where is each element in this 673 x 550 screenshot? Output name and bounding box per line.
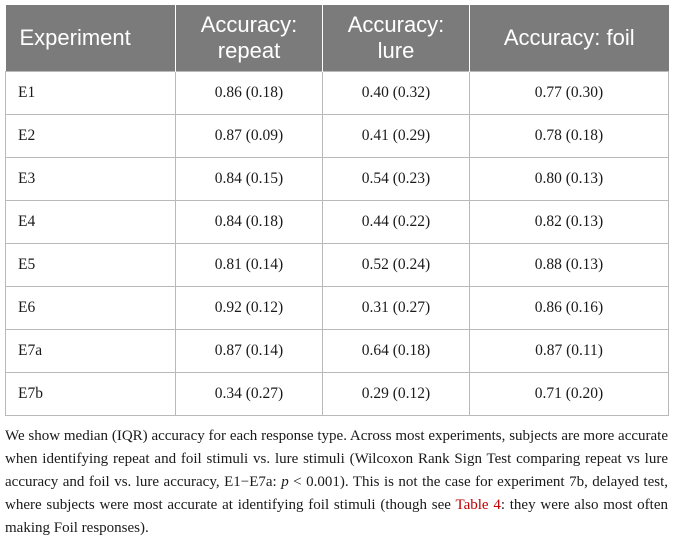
header-experiment: Experiment — [5, 5, 176, 72]
cell-foil: 0.82 (0.13) — [469, 200, 669, 244]
cell-experiment: E7b — [5, 372, 176, 416]
cell-lure: 0.29 (0.12) — [322, 372, 470, 416]
cell-repeat: 0.81 (0.14) — [175, 243, 323, 287]
cell-foil: 0.87 (0.11) — [469, 329, 669, 373]
header-accuracy-foil: Accuracy: foil — [469, 5, 669, 72]
cell-lure: 0.54 (0.23) — [322, 157, 470, 201]
header-accuracy-lure: Accuracy: lure — [322, 5, 470, 72]
cell-foil: 0.78 (0.18) — [469, 114, 669, 158]
table-row: E7b 0.34 (0.27) 0.29 (0.12) 0.71 (0.20) — [5, 372, 669, 416]
cell-foil: 0.88 (0.13) — [469, 243, 669, 287]
cell-lure: 0.52 (0.24) — [322, 243, 470, 287]
cell-repeat: 0.34 (0.27) — [175, 372, 323, 416]
cell-repeat: 0.84 (0.18) — [175, 200, 323, 244]
accuracy-table: Experiment Accuracy: repeat Accuracy: lure… — [5, 5, 669, 416]
cell-foil: 0.86 (0.16) — [469, 286, 669, 330]
footnote-text: We show median (IQR) accuracy for each r… — [5, 428, 668, 490]
table-header-row: Experiment Accuracy: repeat Accuracy: lure… — [5, 5, 669, 72]
cell-experiment: E1 — [5, 71, 176, 115]
table-row: E2 0.87 (0.09) 0.41 (0.29) 0.78 (0.18) — [5, 114, 669, 158]
cell-repeat: 0.92 (0.12) — [175, 286, 323, 330]
cell-repeat: 0.87 (0.14) — [175, 329, 323, 373]
table-row: E7a 0.87 (0.14) 0.64 (0.18) 0.87 (0.11) — [5, 329, 669, 373]
cell-foil: 0.80 (0.13) — [469, 157, 669, 201]
table-row: E5 0.81 (0.14) 0.52 (0.24) 0.88 (0.13) — [5, 243, 669, 287]
cell-lure: 0.44 (0.22) — [322, 200, 470, 244]
cell-experiment: E5 — [5, 243, 176, 287]
table-row: E6 0.92 (0.12) 0.31 (0.27) 0.86 (0.16) — [5, 286, 669, 330]
cell-lure: 0.40 (0.32) — [322, 71, 470, 115]
cell-lure: 0.64 (0.18) — [322, 329, 470, 373]
header-accuracy-repeat: Accuracy: repeat — [175, 5, 323, 72]
table-footnote: We show median (IQR) accuracy for each r… — [5, 425, 668, 540]
cell-experiment: E3 — [5, 157, 176, 201]
table-row: E4 0.84 (0.18) 0.44 (0.22) 0.82 (0.13) — [5, 200, 669, 244]
cell-experiment: E7a — [5, 329, 176, 373]
footnote-text: < 0.001). This is not the case for exper… — [5, 474, 668, 513]
cell-foil: 0.71 (0.20) — [469, 372, 669, 416]
cell-experiment: E4 — [5, 200, 176, 244]
table-row: E1 0.86 (0.18) 0.40 (0.32) 0.77 (0.30) — [5, 71, 669, 115]
cell-repeat: 0.87 (0.09) — [175, 114, 323, 158]
cell-repeat: 0.86 (0.18) — [175, 71, 323, 115]
cell-repeat: 0.84 (0.15) — [175, 157, 323, 201]
cell-foil: 0.77 (0.30) — [469, 71, 669, 115]
results-table-container: Experiment Accuracy: repeat Accuracy: lure… — [5, 5, 669, 416]
cell-lure: 0.31 (0.27) — [322, 286, 470, 330]
cell-experiment: E2 — [5, 114, 176, 158]
cell-lure: 0.41 (0.29) — [322, 114, 470, 158]
cell-experiment: E6 — [5, 286, 176, 330]
table-4-link[interactable]: Table 4 — [455, 497, 501, 513]
footnote-text: : they were also most often making Foil … — [5, 497, 668, 536]
table-row: E3 0.84 (0.15) 0.54 (0.23) 0.80 (0.13) — [5, 157, 669, 201]
p-value-symbol: p — [281, 474, 289, 490]
